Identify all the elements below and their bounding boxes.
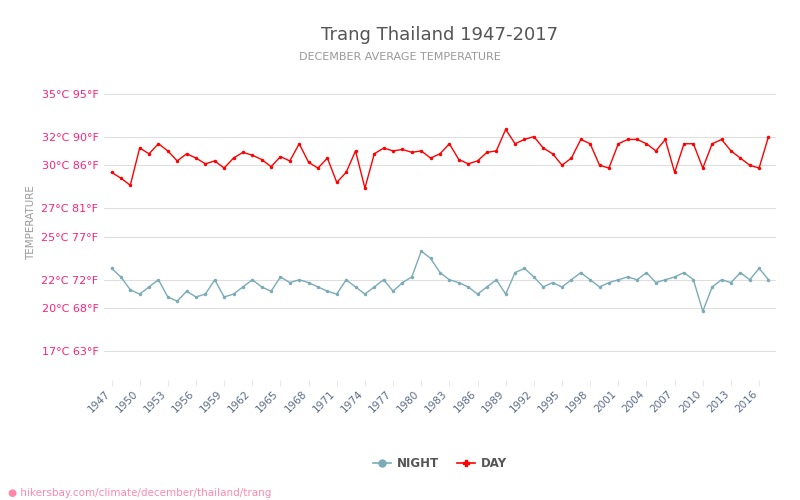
Text: DECEMBER AVERAGE TEMPERATURE: DECEMBER AVERAGE TEMPERATURE [299,52,501,62]
Text: ● hikersbay.com/climate/december/thailand/trang: ● hikersbay.com/climate/december/thailan… [8,488,271,498]
Legend: NIGHT, DAY: NIGHT, DAY [369,452,511,475]
Title: Trang Thailand 1947-2017: Trang Thailand 1947-2017 [322,26,558,44]
Y-axis label: TEMPERATURE: TEMPERATURE [26,185,36,260]
